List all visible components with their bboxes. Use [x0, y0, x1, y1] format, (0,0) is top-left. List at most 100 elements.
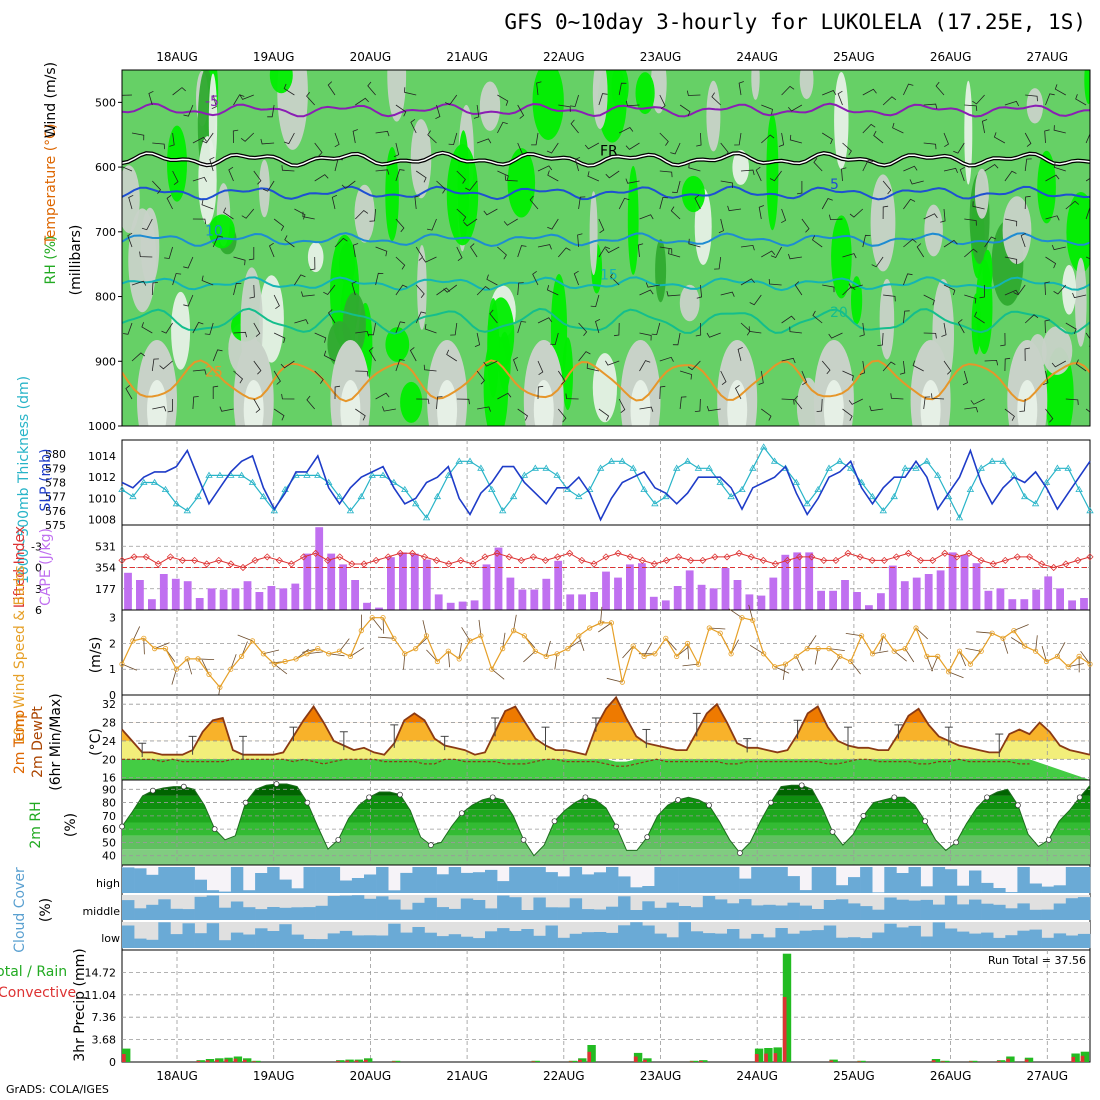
cloud-cell	[763, 937, 776, 948]
wind10-barb	[622, 645, 634, 659]
wind-barb	[869, 405, 884, 412]
wind10-marker	[880, 633, 886, 639]
pressure-axis-title: (millibars)	[68, 225, 84, 296]
rh2m-tick-label: 50	[102, 836, 116, 849]
cloud-cell	[545, 925, 558, 948]
li-marker	[445, 560, 453, 568]
cloud-cell	[533, 897, 546, 920]
rh2m-marker	[922, 818, 929, 825]
cloud-cell	[714, 899, 728, 920]
precip-conv-bar	[699, 1060, 703, 1062]
cloud-cell	[751, 867, 764, 893]
cloud-cell	[606, 906, 619, 920]
wind-barb	[755, 166, 762, 182]
wind10-barb	[371, 617, 383, 631]
li-marker	[650, 560, 658, 568]
li-marker	[287, 560, 295, 568]
cloud-cell	[1077, 897, 1091, 920]
rh2m-tick-label: 70	[102, 810, 116, 823]
wind-barb	[984, 359, 999, 366]
cloud-cell	[122, 900, 135, 920]
wind-barb	[513, 356, 519, 372]
isotherm-line	[122, 152, 1090, 167]
wind10-marker	[413, 645, 419, 652]
li-tick-label: 6	[35, 604, 42, 617]
thickness-marker	[814, 485, 822, 492]
li-marker	[251, 556, 259, 564]
wind10-barb	[687, 643, 690, 660]
li-marker	[517, 556, 525, 564]
cape-bar	[841, 580, 849, 610]
wind-barb	[1045, 174, 1060, 182]
wind-barb	[789, 326, 802, 334]
wind-barb	[578, 351, 591, 362]
thickness-marker	[303, 471, 311, 478]
temp2m-axis-title-1: 2m Temp	[12, 710, 28, 774]
wind-barb	[219, 406, 234, 412]
isotherm-label: 10	[205, 224, 223, 240]
wind-barb	[964, 218, 977, 226]
rh2m-marker	[458, 810, 465, 817]
cloud-cell	[339, 930, 353, 948]
wind10-barb	[567, 639, 582, 649]
cloud-cell	[436, 874, 449, 893]
li-marker	[191, 556, 199, 564]
wind-barb	[557, 408, 567, 423]
wind-barb	[605, 360, 620, 366]
wind-barb	[848, 283, 863, 289]
precip-bar	[587, 1045, 596, 1062]
wind-barb	[476, 285, 490, 296]
wind-barb	[436, 287, 451, 296]
footer-credit: GrADS: COLA/IGES	[6, 1083, 109, 1096]
cloud-cell	[606, 867, 619, 893]
wind-barb	[443, 284, 458, 293]
cape-bar	[530, 589, 539, 610]
wind-barb	[233, 94, 245, 106]
wind-barb	[395, 359, 405, 372]
wind-barb	[788, 253, 802, 260]
wind-barb	[395, 169, 405, 182]
wind-barb	[964, 248, 978, 258]
wind-barb	[262, 180, 275, 192]
thickness-marker	[205, 471, 213, 478]
precip-conv-bar	[754, 1054, 759, 1062]
wind10-barb	[554, 653, 558, 670]
cloud-cell	[364, 935, 377, 948]
wind10-marker	[630, 643, 636, 649]
cloud-cell	[509, 897, 522, 920]
li-marker	[178, 556, 187, 564]
cloud-cell	[267, 931, 280, 948]
wind-barb	[334, 132, 340, 148]
thickness-tick-label: 576	[45, 505, 66, 518]
wind10-marker	[423, 633, 430, 639]
temp-axis-title: Temperature (°C)	[43, 124, 59, 246]
wind-barb	[474, 332, 481, 347]
precip-bar	[931, 1059, 941, 1062]
wind-barb	[672, 180, 681, 194]
wind10-marker	[945, 669, 952, 675]
wind-barb	[148, 90, 154, 106]
thickness-marker	[1064, 464, 1072, 471]
thickness-marker	[651, 500, 659, 507]
li-marker	[227, 560, 235, 568]
wind10-marker	[891, 648, 897, 654]
wind-barb	[974, 311, 985, 324]
wind-barb	[1024, 132, 1032, 147]
cloud-cell	[993, 937, 1006, 948]
wind10-barb	[782, 664, 786, 680]
wind10-marker	[793, 653, 799, 660]
wind-barb	[1085, 408, 1090, 413]
wind-barb	[813, 158, 823, 172]
cloud-cell	[279, 907, 292, 920]
cloud-cell	[279, 879, 292, 893]
rh-shade-cell	[533, 380, 554, 426]
wind10-barb	[850, 661, 861, 675]
wind-barb	[781, 85, 795, 96]
wind10-marker	[956, 648, 963, 654]
wind-barb	[595, 318, 601, 334]
wind-barb	[1085, 177, 1090, 182]
precip-bar	[224, 1057, 233, 1062]
slp-tick-label: 1014	[88, 450, 116, 463]
wind-barb	[368, 322, 376, 336]
